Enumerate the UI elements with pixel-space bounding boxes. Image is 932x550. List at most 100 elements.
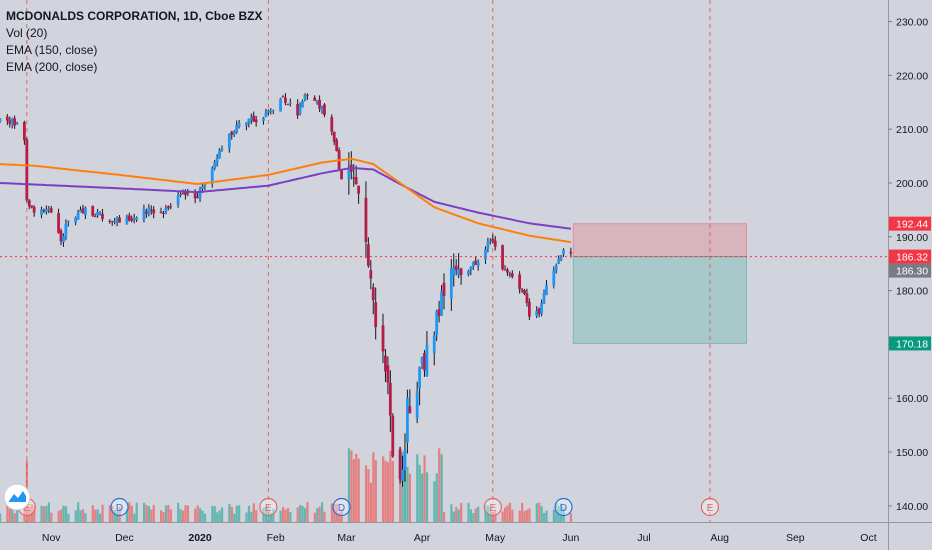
volume-bar: [569, 513, 573, 522]
logo-mark: [9, 491, 26, 502]
time-tick-label: May: [485, 532, 506, 544]
candle-body: [401, 469, 404, 481]
candle-body: [305, 94, 309, 96]
volume-bar: [216, 512, 219, 522]
volume-bar: [543, 512, 546, 522]
candle-body: [196, 196, 200, 198]
volume-bar: [59, 509, 63, 522]
volume-bar: [50, 512, 53, 522]
volume-bar: [511, 509, 514, 522]
candle-body: [115, 217, 119, 222]
candle-body: [506, 269, 509, 273]
symbol-title[interactable]: MCDONALDS CORPORATION, 1D, Cboe BZX: [6, 9, 263, 23]
volume-bar: [521, 502, 524, 522]
candle-body: [30, 205, 34, 208]
volume-bar: [384, 460, 387, 522]
volume-bar: [399, 447, 402, 522]
volume-bar: [386, 462, 390, 522]
candle-body: [457, 269, 461, 275]
candle-body: [330, 117, 334, 132]
volume-bar: [435, 473, 438, 522]
chart-legend: MCDONALDS CORPORATION, 1D, Cboe BZX Vol …: [6, 8, 262, 76]
candle-body: [132, 218, 136, 220]
volume-bar: [313, 512, 316, 522]
legend-volume[interactable]: Vol (20): [6, 26, 48, 40]
candle-body: [486, 242, 490, 249]
candle-body: [227, 133, 231, 149]
tradingview-logo: [3, 483, 31, 511]
volume-bar: [403, 461, 407, 522]
candle-body: [388, 382, 392, 416]
volume-bar: [350, 450, 353, 522]
candle-body: [210, 168, 214, 184]
candle-body: [252, 115, 256, 122]
volume-bar: [335, 503, 338, 522]
candle-body: [540, 303, 543, 314]
candle-body: [235, 124, 239, 133]
earnings-marker: [259, 497, 278, 517]
candle-body: [135, 217, 139, 220]
candle-body: [357, 185, 361, 194]
volume-bar: [281, 507, 285, 522]
candle-body: [332, 131, 336, 142]
candle-body: [96, 211, 99, 216]
legend-ema-200[interactable]: EMA (200, close): [6, 60, 98, 74]
volume-bar: [142, 502, 146, 522]
candle-body: [301, 101, 304, 108]
candle-body: [432, 335, 436, 354]
price-tick-label: 210.00: [896, 124, 928, 136]
volume-bar: [147, 506, 151, 522]
candle-body: [493, 240, 497, 247]
candle-body: [347, 168, 351, 180]
volume-bar: [96, 509, 99, 522]
candle-body: [176, 195, 180, 205]
volume-bar: [108, 505, 111, 522]
volume-bar: [111, 505, 114, 522]
earnings-marker-letter: E: [265, 503, 272, 514]
time-tick-label: 2020: [188, 532, 212, 544]
candle-body: [279, 98, 282, 112]
earnings-marker-letter: E: [489, 503, 496, 514]
volume-bar: [284, 509, 287, 522]
volume-bar: [440, 454, 443, 522]
price-tick-label: 220.00: [896, 70, 928, 82]
price-marker-label: 186.30: [896, 266, 928, 278]
earnings-marker-letter: E: [23, 503, 30, 514]
candle-body: [488, 240, 492, 242]
candle-body: [569, 251, 573, 254]
volume-bar: [425, 472, 429, 522]
price-marker-bg: [889, 263, 931, 278]
volume-bar: [194, 508, 197, 522]
volume-bar: [252, 503, 255, 522]
legend-ema-150[interactable]: EMA (150, close): [6, 43, 98, 57]
volume-bar: [330, 503, 333, 522]
candle-body: [384, 355, 387, 372]
volume-bar: [228, 503, 231, 522]
volume-bar: [438, 448, 441, 522]
candle-body: [181, 192, 185, 194]
candle-body: [213, 162, 217, 169]
dividend-marker: [110, 497, 129, 517]
candle-body: [303, 94, 307, 100]
candle-body: [113, 220, 117, 223]
volume-bar: [181, 510, 185, 522]
candle-body: [8, 120, 12, 124]
price-marker-label: 192.44: [896, 219, 928, 231]
candle-body: [391, 415, 395, 457]
candle-body: [184, 192, 187, 195]
candle-body: [125, 217, 129, 224]
volume-bar: [364, 465, 368, 522]
candle-body: [437, 309, 441, 317]
candle-body: [476, 261, 480, 267]
candle-body: [218, 149, 221, 159]
candle-body: [83, 207, 87, 216]
candle-body: [510, 273, 514, 277]
volume-bar: [235, 505, 238, 522]
candle-body: [366, 244, 370, 266]
volume-bar: [81, 509, 85, 522]
candle-body: [27, 200, 31, 207]
candle-body: [440, 291, 443, 316]
dividend-marker: [554, 497, 573, 517]
time-tick-label: Aug: [710, 532, 729, 544]
